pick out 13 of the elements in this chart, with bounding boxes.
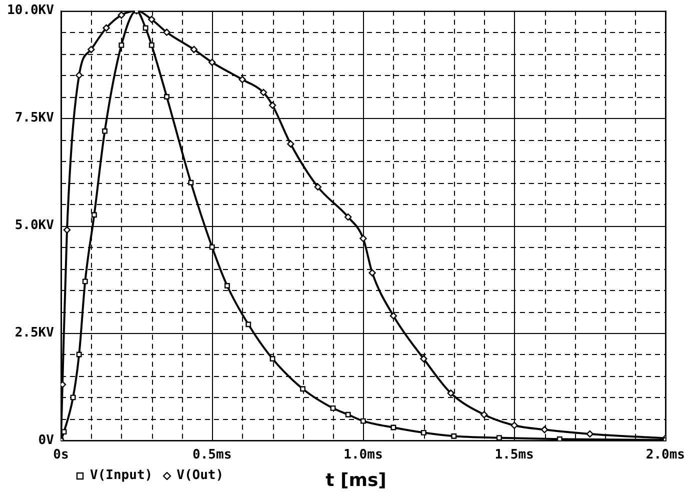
legend-label: V(Input) (90, 468, 153, 483)
y-tick-label: 7.5KV (14, 110, 54, 126)
x-axis-title: t [ms] (326, 470, 386, 491)
x-tick-label: 1.0ms (344, 448, 383, 463)
y-tick-label: 2.5KV (14, 325, 54, 340)
x-tick-label: 2.0ms (646, 448, 686, 463)
x-tick-label: 0.5ms (192, 448, 232, 463)
y-tick-label: 0V (38, 432, 54, 448)
x-tick-label: 1.5ms (494, 448, 534, 463)
x-tick-label: 0s (53, 448, 69, 463)
legend-label: V(Out) (176, 468, 224, 483)
y-tick-label: 10.0KV (6, 3, 54, 18)
y-tick-label: 5.0KV (14, 218, 54, 233)
